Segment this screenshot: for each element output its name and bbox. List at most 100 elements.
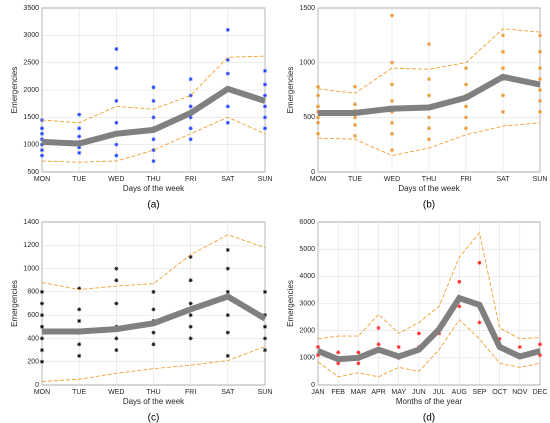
point <box>114 66 119 71</box>
point <box>263 126 267 131</box>
point <box>114 348 119 353</box>
y-axis-label: Emergencies <box>10 67 19 114</box>
x-tick-label: FRI <box>185 389 196 396</box>
point <box>40 289 44 294</box>
x-tick-label: SAT <box>221 389 235 396</box>
point <box>477 260 482 265</box>
point <box>390 109 394 114</box>
point <box>457 279 462 284</box>
point <box>316 120 320 125</box>
point <box>538 88 542 92</box>
point <box>390 120 394 125</box>
point <box>151 159 156 164</box>
y-tick-label: 3000 <box>299 300 315 307</box>
point <box>538 77 542 82</box>
x-tick-label: TUE <box>72 389 86 396</box>
point <box>114 98 119 103</box>
point <box>464 82 468 87</box>
point <box>77 307 82 312</box>
x-tick-label: FRI <box>460 176 471 183</box>
point <box>390 13 394 18</box>
point <box>188 104 193 109</box>
y-tick-label: 4000 <box>299 273 315 280</box>
point <box>225 266 230 271</box>
y-tick-label: 500 <box>27 169 39 176</box>
mean-line <box>318 73 541 116</box>
point <box>538 353 542 358</box>
x-tick-label: SUN <box>258 389 273 396</box>
point <box>390 98 394 103</box>
panel-label: (d) <box>423 413 435 423</box>
point <box>416 331 421 336</box>
y-tick-label: 2000 <box>299 328 315 335</box>
upper-bound <box>41 234 266 290</box>
point <box>501 93 505 98</box>
point <box>501 49 505 54</box>
x-tick-label: NOV <box>512 389 528 396</box>
point <box>376 342 381 347</box>
point <box>40 148 44 153</box>
point <box>316 104 320 109</box>
point <box>188 313 193 318</box>
x-tick-label: MON <box>34 389 50 396</box>
point <box>390 131 394 136</box>
point <box>77 112 82 117</box>
point <box>114 278 119 283</box>
point <box>188 336 193 341</box>
point <box>263 104 267 109</box>
y-tick-label: 1000 <box>23 265 39 272</box>
y-tick-label: 1000 <box>23 142 39 149</box>
y-axis-label: Emergencies <box>286 280 295 327</box>
y-tick-label: 2500 <box>23 60 39 67</box>
point <box>40 359 44 364</box>
point <box>151 115 156 120</box>
upper-bound <box>317 231 541 340</box>
point <box>427 93 431 98</box>
upper-bound <box>41 55 266 124</box>
point <box>188 137 193 142</box>
point <box>151 307 156 312</box>
y-tick-label: 3000 <box>23 32 39 39</box>
point <box>316 115 320 120</box>
point <box>114 142 119 147</box>
y-tick-label: 0 <box>311 382 315 389</box>
point <box>40 153 44 158</box>
point <box>457 304 462 309</box>
point <box>188 126 193 131</box>
y-tick-label: 800 <box>27 289 39 296</box>
y-tick-label: 400 <box>27 335 39 342</box>
point <box>538 49 542 54</box>
lower-bound <box>41 346 266 382</box>
x-axis-label: Days of the week <box>123 184 185 193</box>
point <box>77 286 82 291</box>
point <box>316 131 320 136</box>
point <box>316 84 320 89</box>
point <box>538 109 542 114</box>
point <box>464 126 468 131</box>
x-tick-label: APR <box>371 389 385 396</box>
point <box>376 325 381 330</box>
point <box>40 313 44 318</box>
point <box>77 134 82 139</box>
point <box>77 150 82 155</box>
point <box>225 57 230 62</box>
point <box>497 336 502 341</box>
point <box>263 93 267 98</box>
point <box>40 336 44 341</box>
point <box>114 266 119 271</box>
point <box>77 126 82 131</box>
point <box>114 120 119 125</box>
point <box>114 336 119 341</box>
x-tick-label: JUN <box>412 389 426 396</box>
panel-label: (b) <box>423 200 435 211</box>
point <box>353 133 357 138</box>
y-tick-label: 1400 <box>23 219 39 226</box>
point <box>464 66 468 71</box>
y-tick-label: 0 <box>35 382 39 389</box>
point <box>336 350 341 355</box>
y-tick-label: 2000 <box>23 87 39 94</box>
point <box>538 33 542 38</box>
x-tick-label: SEP <box>472 389 486 396</box>
point <box>427 115 431 120</box>
